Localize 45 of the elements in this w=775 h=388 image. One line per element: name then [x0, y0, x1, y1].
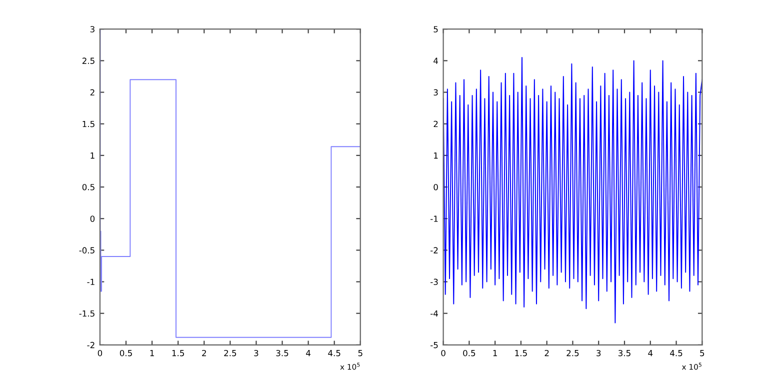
y-tick-label: 1.5: [82, 120, 94, 128]
y-tick-label: -4: [430, 310, 438, 317]
x-tick-label: 1: [493, 350, 497, 356]
line-series: [443, 57, 702, 324]
y-tick-label: 2: [434, 120, 438, 128]
x-tick-label: 3: [596, 350, 601, 356]
x-tick-label: 2: [202, 350, 206, 356]
x-tick-label: 1: [150, 350, 154, 356]
y-tick-label: 1: [90, 152, 94, 159]
x-tick-label: 0.5: [120, 350, 132, 356]
y-tick-label: -2: [430, 247, 438, 254]
x-tick-label: 1.5: [172, 350, 184, 356]
x-tick-label: 3.5: [618, 350, 630, 356]
x-tick-label: 0.5: [463, 350, 476, 356]
y-tick-label: 0.5: [82, 184, 94, 190]
y-tick-label: 4: [434, 58, 438, 64]
x-tick-label: 0: [98, 350, 102, 356]
y-tick-label: -2: [87, 342, 94, 348]
y-tick-label: 2.5: [82, 58, 94, 64]
x-tick-label: 5: [700, 350, 704, 356]
y-tick-label: -5: [430, 342, 438, 348]
x-tick-label: 2.5: [224, 350, 236, 356]
y-tick-label: 3: [90, 26, 94, 32]
y-tick-label: 0: [90, 216, 95, 222]
x-tick-label: 4.5: [328, 350, 340, 356]
x-tick-label: 4: [306, 350, 310, 356]
y-tick-label: -0.5: [79, 247, 94, 254]
y-tick-label: 0: [434, 184, 438, 190]
x-tick-label: 3.5: [276, 350, 288, 356]
y-tick-label: 2: [90, 89, 94, 96]
x-tick-label: 5: [358, 350, 362, 356]
x-tick-label: 4: [648, 350, 653, 356]
y-tick-label: 1: [434, 152, 438, 159]
y-tick-label: -1: [87, 278, 94, 285]
x-tick-label: 4.5: [670, 350, 682, 356]
y-tick-label: -1: [430, 216, 438, 222]
y-tick-label: -3: [430, 278, 438, 286]
x-tick-label: 1.5: [515, 350, 527, 356]
x-tick-label: 2: [544, 350, 549, 356]
x-tick-label: 0: [441, 350, 446, 356]
y-tick-label: -1.5: [79, 310, 94, 317]
y-tick-label: 3: [434, 89, 438, 96]
y-tick-label: 5: [434, 26, 438, 32]
x-tick-label: 2.5: [566, 350, 579, 356]
x-tick-label: 3: [254, 350, 258, 356]
